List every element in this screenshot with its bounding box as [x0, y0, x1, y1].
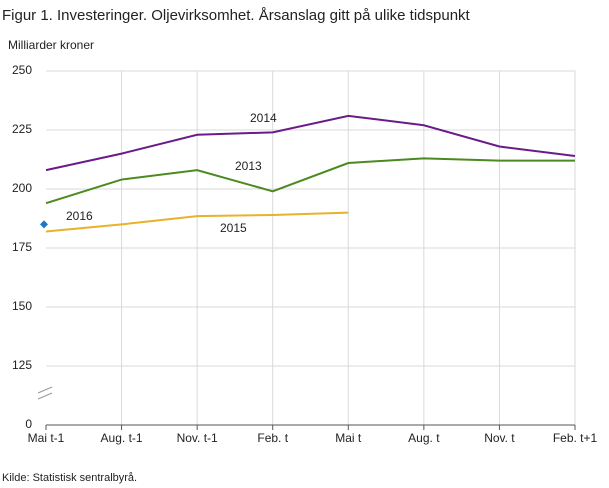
series-line — [45, 157, 575, 205]
x-tick-label: Nov. t-1 — [177, 431, 218, 445]
y-tick-label: 175 — [12, 240, 32, 254]
y-tick-label: 225 — [12, 122, 32, 136]
chart-title: Figur 1. Investeringer. Oljevirksomhet. … — [2, 7, 471, 24]
series-label: 2016 — [66, 209, 93, 223]
x-tick-label: Aug. t — [408, 431, 440, 445]
series-label: 2013 — [235, 159, 262, 173]
series-label: 2014 — [250, 111, 277, 125]
x-tick-label: Nov. t — [484, 431, 515, 445]
point-marker — [40, 220, 48, 229]
y-tick-label: 0 — [25, 417, 32, 431]
x-tick-label: Feb. t — [257, 431, 288, 445]
y-tick-label: 150 — [12, 299, 32, 313]
y-tick-label: 125 — [12, 358, 32, 372]
y-tick-label: 250 — [12, 63, 32, 77]
source: Kilde: Statistisk sentralbyrå. — [2, 472, 137, 484]
x-tick-label: Mai t — [335, 431, 362, 445]
series-line — [45, 114, 576, 172]
x-tick-label: Feb. t+1 — [553, 431, 598, 445]
x-tick-label: Mai t-1 — [28, 431, 65, 445]
y-tick-label: 200 — [12, 181, 32, 195]
series-label: 2015 — [220, 221, 247, 235]
series-line — [45, 211, 349, 233]
y-axis-label: Milliarder kroner — [8, 38, 94, 52]
axis-break — [37, 392, 53, 400]
x-tick-label: Aug. t-1 — [101, 431, 143, 445]
axis-break — [37, 386, 53, 394]
